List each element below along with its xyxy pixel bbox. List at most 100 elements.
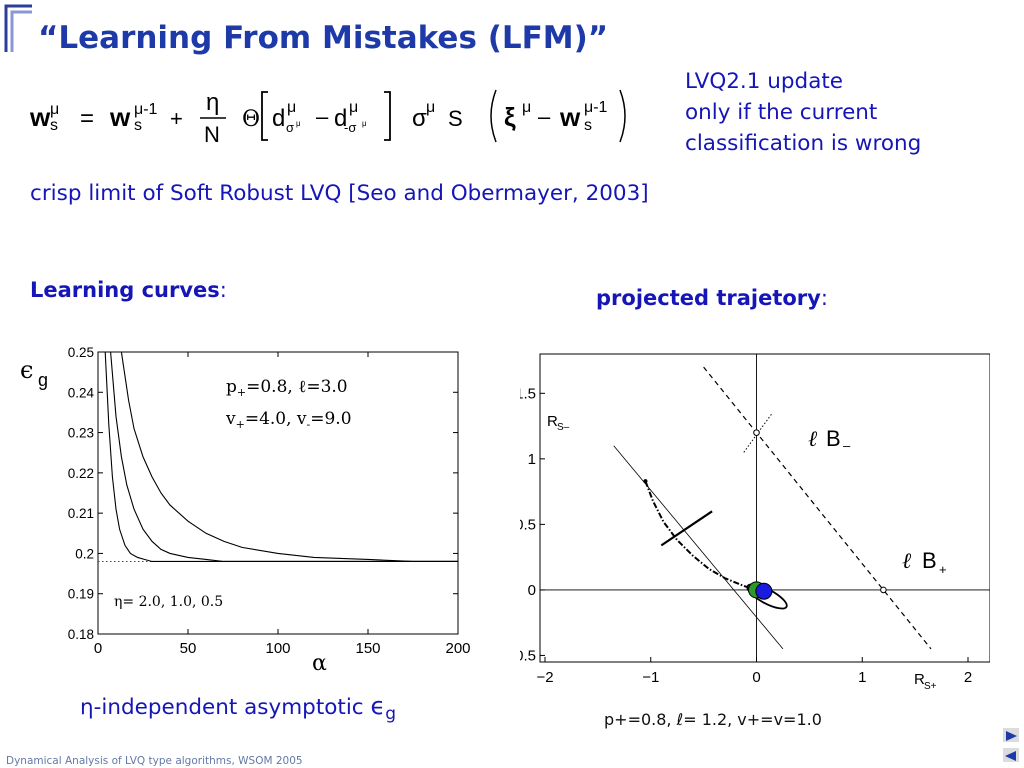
corner-bracket-icon bbox=[4, 4, 32, 52]
svg-text:s: s bbox=[584, 117, 592, 134]
formula-eta: η bbox=[206, 89, 219, 116]
trajectory-frame bbox=[539, 353, 990, 663]
svg-text:–: – bbox=[538, 104, 551, 129]
update-note-line-3: classification is wrong bbox=[685, 131, 922, 156]
y-tick-label: 0.5 bbox=[520, 516, 536, 533]
x-tick-label: 200 bbox=[445, 640, 470, 657]
triangle-right-icon bbox=[1006, 731, 1017, 741]
svg-text:w: w bbox=[559, 102, 581, 132]
formula-theta: Θ bbox=[242, 107, 260, 132]
footer-text: Dynamical Analysis of LVQ type algorithm… bbox=[6, 755, 303, 767]
y-tick-label: 0.24 bbox=[68, 385, 95, 400]
svg-text:μ: μ bbox=[349, 99, 358, 116]
b-plus-sub: + bbox=[939, 562, 947, 577]
triangle-left-icon bbox=[1005, 751, 1016, 761]
learning-curves-chart: 0 50 100 150 200 0.18 0.19 0.2 0.21 0.22 0.23 0.24 0… bbox=[20, 345, 471, 676]
y-tick-label: 0.21 bbox=[68, 506, 94, 521]
trajectory-heading: projected trajetory: bbox=[596, 286, 828, 310]
svg-text:μ-1: μ-1 bbox=[134, 101, 158, 118]
svg-text:μ: μ bbox=[296, 119, 301, 128]
x-tick-label: 150 bbox=[355, 640, 380, 657]
b-minus-ell: ℓ bbox=[808, 427, 818, 452]
x-tick-label: 2 bbox=[964, 669, 972, 686]
b-minus-sub: – bbox=[843, 438, 851, 453]
y-tick-label: 0.22 bbox=[68, 466, 94, 481]
y-axis-label-R: R bbox=[547, 413, 558, 430]
svg-text:μ: μ bbox=[287, 99, 296, 116]
y-tick-label: −0.5 bbox=[520, 647, 536, 664]
svg-text:s: s bbox=[50, 117, 58, 134]
svg-text:σ: σ bbox=[286, 120, 294, 135]
x-tick-label: 50 bbox=[180, 640, 197, 657]
update-formula: w μ s = w μ-1 s + η N Θ d μ σ μ – d μ -σ… bbox=[30, 89, 626, 147]
y-tick-label: 0.23 bbox=[68, 426, 94, 441]
dotted-cross-line bbox=[743, 412, 773, 453]
svg-text:d: d bbox=[272, 105, 285, 132]
x-axis-label: α bbox=[312, 651, 327, 676]
params-line-1: p+=0.8, ℓ=3.0 bbox=[226, 377, 348, 399]
marked-point bbox=[753, 429, 760, 436]
trajectory-colon: : bbox=[820, 286, 828, 310]
learning-curves-heading: Learning curves: bbox=[30, 278, 227, 302]
x-tick-label: −1 bbox=[642, 669, 659, 686]
prev-slide-button[interactable] bbox=[1003, 748, 1019, 762]
learning-curve-eta-0.5 bbox=[120, 351, 458, 563]
formula-xi: ξ bbox=[504, 102, 516, 132]
x-tick-label: 1 bbox=[858, 669, 866, 686]
formula-N: N bbox=[204, 122, 220, 147]
svg-text:μ: μ bbox=[426, 99, 435, 116]
asymptotic-caption: η-independent asymptotic ϵg bbox=[80, 692, 396, 724]
y-axis-label-sub: S– bbox=[557, 422, 570, 433]
y-axis-label: ϵ bbox=[20, 356, 33, 384]
y-tick-label: 0.19 bbox=[68, 587, 94, 602]
x-axis-label-R: R bbox=[914, 671, 925, 688]
b-plus-label: B bbox=[922, 548, 937, 573]
dashed-boundary-line bbox=[703, 366, 932, 650]
svg-text:s: s bbox=[134, 117, 142, 134]
svg-text:–: – bbox=[316, 104, 329, 129]
trajectory-heading-text: projected trajetory bbox=[596, 286, 821, 310]
asymptotic-eps: ϵ bbox=[370, 692, 386, 720]
svg-text:μ: μ bbox=[362, 119, 367, 128]
svg-text:σ: σ bbox=[412, 105, 427, 132]
b-plus-ell: ℓ bbox=[902, 549, 912, 574]
svg-text:μ: μ bbox=[522, 99, 531, 116]
asymptotic-caption-text: η-independent asymptotic bbox=[80, 695, 371, 720]
marked-point bbox=[880, 586, 887, 594]
decision-line bbox=[613, 445, 784, 650]
trajectory-line bbox=[644, 480, 757, 591]
eta-values-label: η= 2.0, 1.0, 0.5 bbox=[114, 594, 223, 610]
x-tick-label: 100 bbox=[265, 640, 290, 657]
slide-title: “Learning From Mistakes (LFM)” bbox=[38, 20, 609, 56]
trajectory-start-point bbox=[643, 479, 648, 484]
svg-text:-σ: -σ bbox=[344, 120, 356, 135]
y-tick-label: 1.5 bbox=[520, 385, 536, 402]
update-note-line-1: LVQ2.1 update bbox=[685, 69, 844, 94]
trajectory-params: p+=0.8, ℓ= 1.2, v+=v=1.0 bbox=[604, 710, 822, 729]
formula-S: S bbox=[448, 106, 463, 131]
prototype-minus-marker bbox=[755, 582, 773, 600]
crisp-limit-text: crisp limit of Soft Robust LVQ [Seo and … bbox=[30, 181, 649, 206]
asymptotic-eps-sub: g bbox=[385, 704, 397, 724]
learning-curves-colon: : bbox=[219, 278, 227, 302]
svg-text:+: + bbox=[170, 106, 183, 131]
y-tick-label: 1 bbox=[528, 451, 536, 468]
x-tick-label: 0 bbox=[94, 640, 102, 657]
svg-text:d: d bbox=[334, 105, 347, 132]
next-slide-button[interactable] bbox=[1003, 728, 1019, 742]
learning-curves-heading-text: Learning curves bbox=[30, 278, 220, 302]
y-tick-label: 0.25 bbox=[68, 345, 94, 360]
x-tick-label: 0 bbox=[752, 669, 760, 686]
learning-curve-eta-1 bbox=[110, 351, 458, 563]
formula-w: w bbox=[30, 102, 51, 132]
params-line-2: v+=4.0, v-=9.0 bbox=[225, 409, 352, 431]
y-tick-label: 0.18 bbox=[68, 627, 94, 642]
svg-text:μ: μ bbox=[50, 101, 59, 118]
update-note-line-2: only if the current bbox=[685, 100, 878, 125]
x-axis-label-sub: S+ bbox=[924, 681, 937, 692]
svg-text:w: w bbox=[109, 102, 131, 132]
y-axis-label-sub: g bbox=[38, 370, 48, 390]
b-minus-label: B bbox=[826, 426, 841, 451]
svg-text:μ-1: μ-1 bbox=[584, 99, 608, 116]
